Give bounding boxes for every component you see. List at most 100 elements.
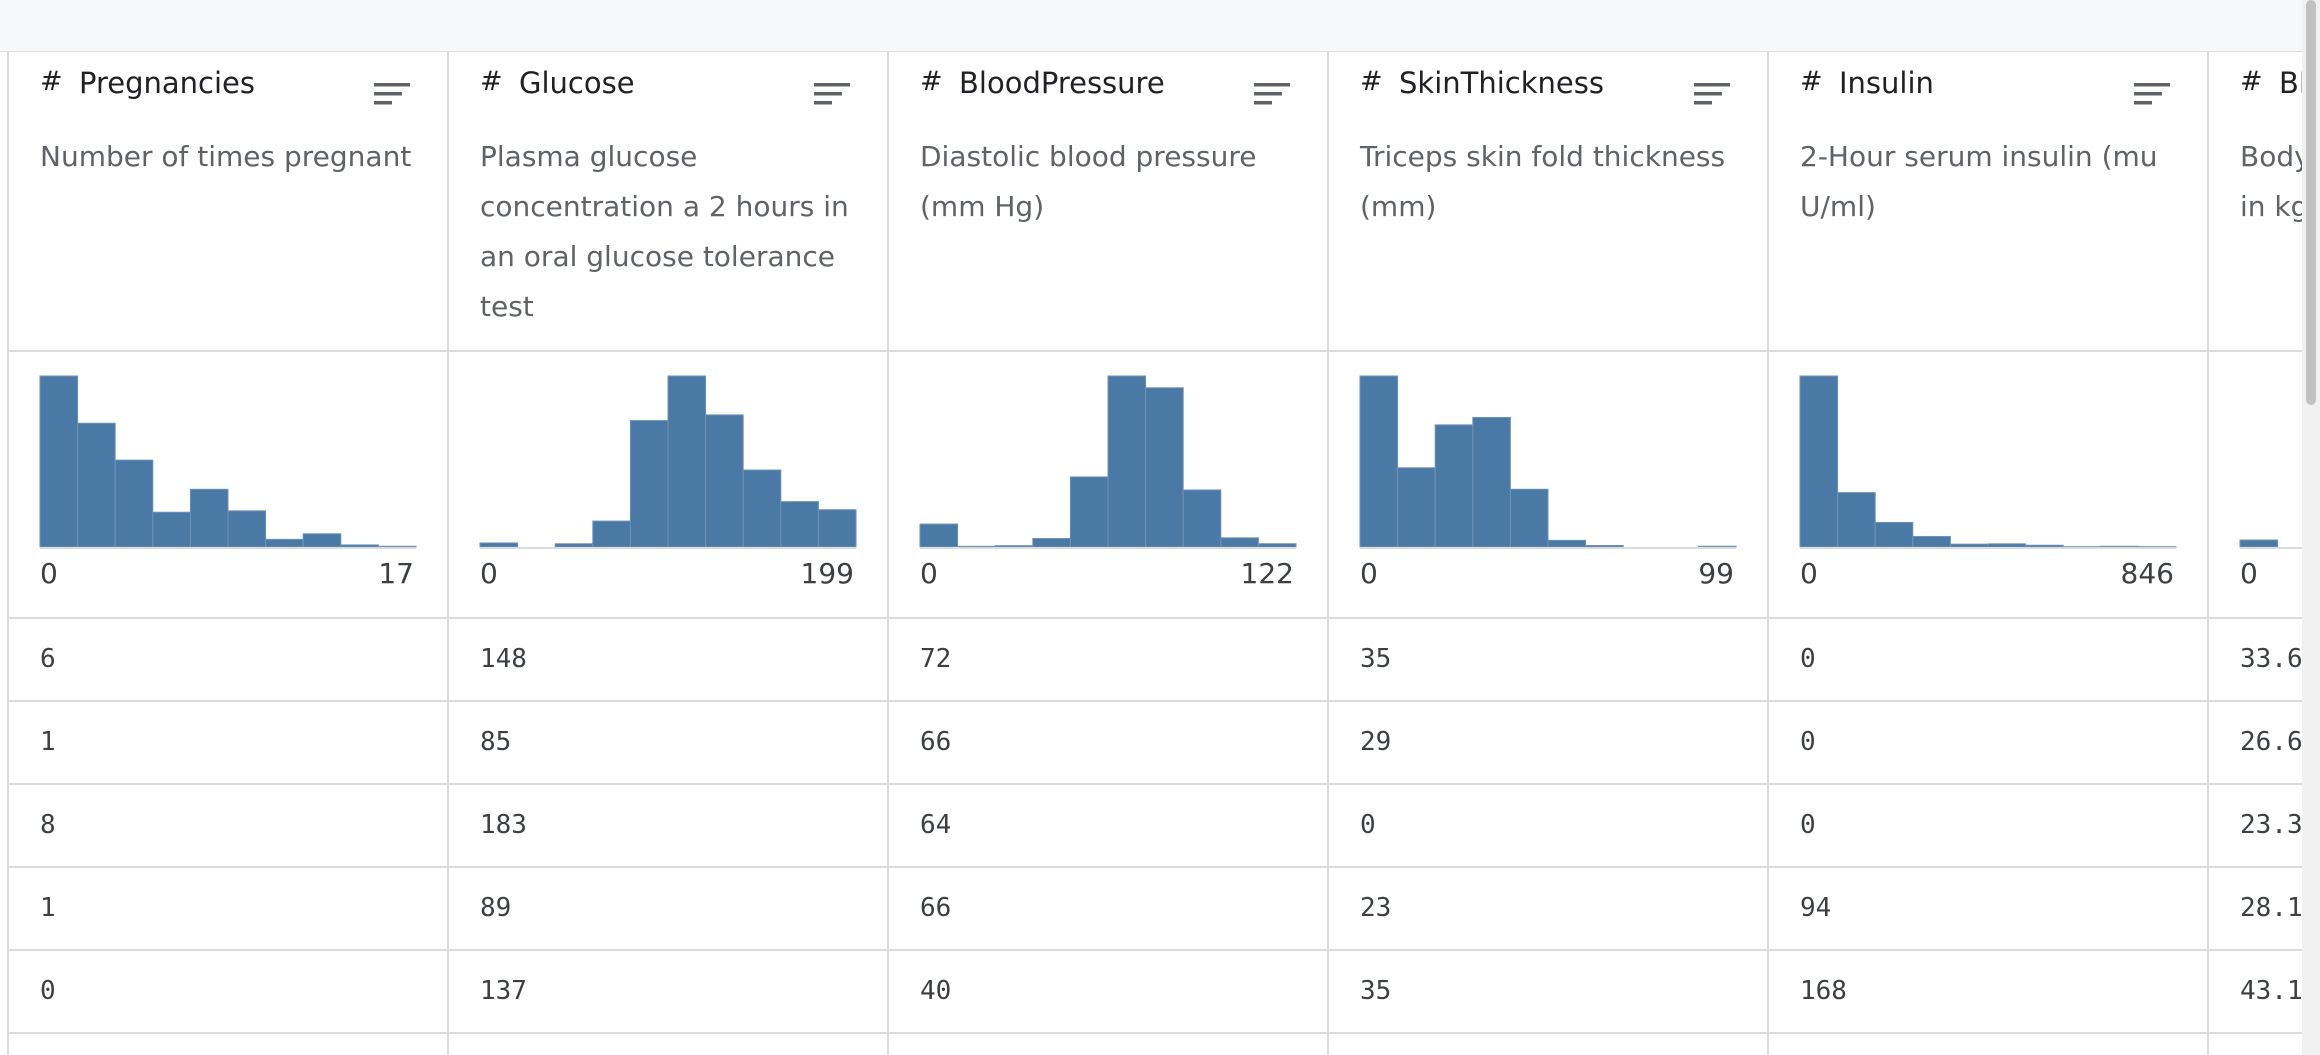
histogram-bar bbox=[1182, 489, 1222, 548]
type-icon: # bbox=[920, 66, 943, 97]
table-cell: 28.1 bbox=[2209, 866, 2302, 949]
histogram-bar bbox=[1069, 476, 1109, 548]
type-icon: # bbox=[2240, 66, 2263, 97]
sort-button[interactable] bbox=[814, 82, 850, 108]
histogram-bar bbox=[1799, 375, 1839, 548]
histogram-cell bbox=[889, 350, 1328, 617]
table-cell: 85 bbox=[449, 700, 888, 783]
sort-button[interactable] bbox=[1694, 82, 1730, 108]
sort-button[interactable] bbox=[2134, 82, 2170, 108]
table-cell: 0 bbox=[1769, 783, 2208, 866]
column-description: 2-Hour serum insulin (mu U/ml) bbox=[1800, 140, 2158, 223]
table-cell bbox=[889, 1032, 1328, 1055]
min-label: 0 bbox=[480, 557, 498, 590]
histogram-bar bbox=[1220, 537, 1259, 548]
table-cell: 0 bbox=[9, 949, 448, 1032]
histogram-bar bbox=[817, 509, 857, 548]
table-cell: 64 bbox=[889, 783, 1328, 866]
histogram-bar bbox=[1107, 375, 1147, 548]
column: # Pregnancies Number of times pregnant 0 17 6… bbox=[7, 52, 448, 1055]
table-cell: 43.1 bbox=[2209, 949, 2302, 1032]
table-cell: 29 bbox=[1329, 700, 1768, 783]
column-name: BMI bbox=[2279, 66, 2302, 100]
toolbar bbox=[0, 0, 2302, 52]
column-description: Plasma glucose concentration a 2 hours i… bbox=[480, 140, 849, 323]
table-cell: 66 bbox=[889, 866, 1328, 949]
table-cell: 94 bbox=[1769, 866, 2208, 949]
histogram-bar bbox=[957, 545, 996, 548]
column: # BMI Body mass index (weight in kg/(heigh… bbox=[2207, 52, 2302, 1055]
histogram-bar bbox=[1434, 424, 1474, 548]
table-cell: 35 bbox=[1329, 949, 1768, 1032]
type-icon: # bbox=[480, 66, 503, 97]
histogram-bar bbox=[1472, 416, 1511, 548]
histogram-bar bbox=[39, 375, 79, 548]
table-cell: 0 bbox=[1769, 700, 2208, 783]
table-cell: 33.6 bbox=[2209, 617, 2302, 700]
type-icon: # bbox=[1800, 66, 1823, 97]
column-description: Body mass index (weight in kg/(height in… bbox=[2240, 140, 2302, 223]
table-cell: 40 bbox=[889, 949, 1328, 1032]
scroll-thumb[interactable] bbox=[2306, 0, 2316, 405]
histogram bbox=[919, 375, 1297, 549]
column: # Insulin 2-Hour serum insulin (mu U/ml) 0 8… bbox=[1767, 52, 2208, 1055]
histogram-bar bbox=[554, 543, 594, 548]
histogram-bar bbox=[1145, 387, 1184, 548]
histogram-bar bbox=[1949, 543, 1989, 548]
column-name: Glucose bbox=[519, 66, 635, 100]
table-cell: 26.6 bbox=[2209, 700, 2302, 783]
histogram-bar bbox=[265, 538, 304, 548]
histogram-bar bbox=[2025, 544, 2064, 548]
table-cell bbox=[1769, 1032, 2208, 1055]
histogram-bar bbox=[77, 422, 116, 548]
sort-icon-line bbox=[1694, 101, 1712, 105]
sort-icon-line bbox=[814, 101, 832, 105]
table-cell: 23 bbox=[1329, 866, 1768, 949]
sort-button[interactable] bbox=[1254, 82, 1290, 108]
min-label: 0 bbox=[1360, 557, 1378, 590]
histogram-bar bbox=[2100, 545, 2139, 548]
type-icon: # bbox=[1360, 66, 1383, 97]
table-cell bbox=[1329, 1032, 1768, 1055]
histogram-bar bbox=[919, 523, 959, 548]
histogram-bar bbox=[1874, 521, 1914, 548]
histogram-bar bbox=[479, 542, 519, 548]
max-label: 99 bbox=[1698, 557, 1734, 590]
max-label: 199 bbox=[800, 557, 854, 590]
sort-icon-line bbox=[1694, 92, 1722, 96]
histogram-bar bbox=[592, 520, 631, 548]
histogram bbox=[479, 375, 857, 549]
min-label: 0 bbox=[920, 557, 938, 590]
sort-icon-line bbox=[1254, 83, 1290, 87]
histogram bbox=[1359, 375, 1737, 549]
table-cell: 0 bbox=[1329, 783, 1768, 866]
sort-icon-line bbox=[374, 83, 410, 87]
scrollbar[interactable] bbox=[2302, 0, 2320, 1055]
sort-icon-line bbox=[2134, 92, 2162, 96]
histogram-bar bbox=[1509, 488, 1549, 548]
table-cell: 66 bbox=[889, 700, 1328, 783]
histogram-cell bbox=[9, 350, 448, 617]
histogram-bar bbox=[2239, 539, 2279, 548]
max-label: 846 bbox=[2120, 557, 2174, 590]
sort-icon-line bbox=[1254, 101, 1272, 105]
histogram-bar bbox=[780, 501, 819, 548]
histogram-bar bbox=[152, 511, 191, 548]
sort-icon-line bbox=[1254, 92, 1282, 96]
histogram-bar bbox=[742, 469, 782, 548]
table-cell bbox=[2209, 1032, 2302, 1055]
histogram-bar bbox=[1257, 543, 1297, 548]
histogram-bar bbox=[1697, 545, 1737, 548]
table-cell: 183 bbox=[449, 783, 888, 866]
table-cell: 0 bbox=[1769, 617, 2208, 700]
sort-icon-line bbox=[374, 92, 402, 96]
min-label: 0 bbox=[2240, 557, 2258, 590]
sort-button[interactable] bbox=[374, 82, 410, 108]
min-label: 0 bbox=[40, 557, 58, 590]
sort-icon-line bbox=[374, 101, 392, 105]
table-cell: 35 bbox=[1329, 617, 1768, 700]
column: # SkinThickness Triceps skin fold thicknes… bbox=[1327, 52, 1768, 1055]
table-cell bbox=[9, 1032, 448, 1055]
table-cell: 6 bbox=[9, 617, 448, 700]
table-cell: 72 bbox=[889, 617, 1328, 700]
